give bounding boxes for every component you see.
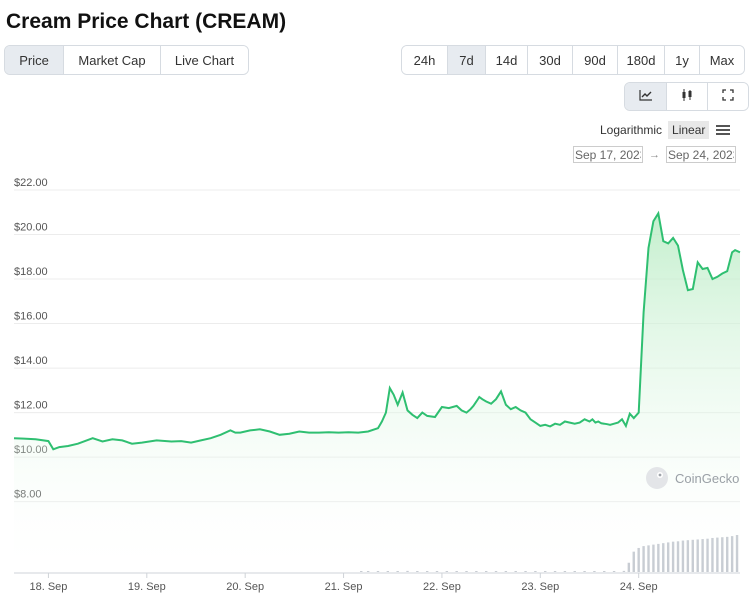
date-from-input[interactable] (573, 146, 643, 163)
coingecko-watermark: CoinGecko (645, 466, 739, 490)
time-range-selector: 24h 7d 14d 30d 90d 180d 1y Max (401, 45, 745, 75)
range-max-button[interactable]: Max (699, 46, 744, 74)
fullscreen-icon (722, 89, 734, 101)
logarithmic-option[interactable]: Logarithmic (600, 123, 663, 137)
range-14d-button[interactable]: 14d (485, 46, 527, 74)
line-chart-button[interactable] (625, 83, 666, 110)
tab-live-chart[interactable]: Live Chart (160, 46, 248, 74)
tab-market-cap[interactable]: Market Cap (63, 46, 160, 74)
date-range: → (573, 146, 736, 163)
y-tick-label: $12.00 (14, 400, 48, 412)
price-area (14, 213, 740, 572)
x-tick-label: 22. Sep (423, 581, 461, 593)
x-tick-label: 18. Sep (29, 581, 67, 593)
x-tick-label: 20. Sep (226, 581, 264, 593)
x-tick-label: 21. Sep (325, 581, 363, 593)
page-title: Cream Price Chart (CREAM) (6, 10, 287, 33)
menu-icon[interactable] (715, 123, 731, 137)
coingecko-logo-icon (646, 467, 668, 489)
date-to-input[interactable] (666, 146, 736, 163)
chart-type-selector (624, 82, 749, 111)
price-chart: $8.00$10.00$12.00$14.00$16.00$18.00$20.0… (13, 177, 741, 593)
range-90d-button[interactable]: 90d (572, 46, 617, 74)
x-tick-label: 24. Sep (620, 581, 658, 593)
fullscreen-button[interactable] (707, 83, 748, 110)
chart-tabs: Price Market Cap Live Chart (4, 45, 249, 75)
x-axis-labels: 18. Sep 19. Sep 20. Sep 21. Sep 22. Sep 23. S… (29, 573, 658, 593)
candlestick-button[interactable] (666, 83, 707, 110)
price-line (13, 210, 741, 451)
date-arrow: → (649, 148, 660, 161)
range-180d-button[interactable]: 180d (617, 46, 664, 74)
y-tick-label: $18.00 (14, 266, 48, 278)
y-tick-label: $22.00 (14, 177, 48, 189)
tab-price[interactable]: Price (5, 46, 63, 74)
x-tick-label: 23. Sep (521, 581, 559, 593)
range-7d-button[interactable]: 7d (447, 46, 485, 74)
line-chart-icon (638, 90, 652, 101)
linear-button[interactable]: Linear (668, 121, 710, 139)
range-30d-button[interactable]: 30d (527, 46, 572, 74)
y-tick-label: $16.00 (14, 311, 48, 323)
watermark-text: CoinGecko (675, 470, 740, 486)
x-tick-label: 19. Sep (128, 581, 166, 593)
y-tick-label: $20.00 (14, 222, 48, 234)
range-1y-button[interactable]: 1y (664, 46, 699, 74)
range-24h-button[interactable]: 24h (402, 46, 447, 74)
scale-selector: Logarithmic Linear (600, 120, 731, 140)
y-tick-label: $14.00 (14, 355, 48, 367)
candlestick-icon (682, 89, 692, 101)
